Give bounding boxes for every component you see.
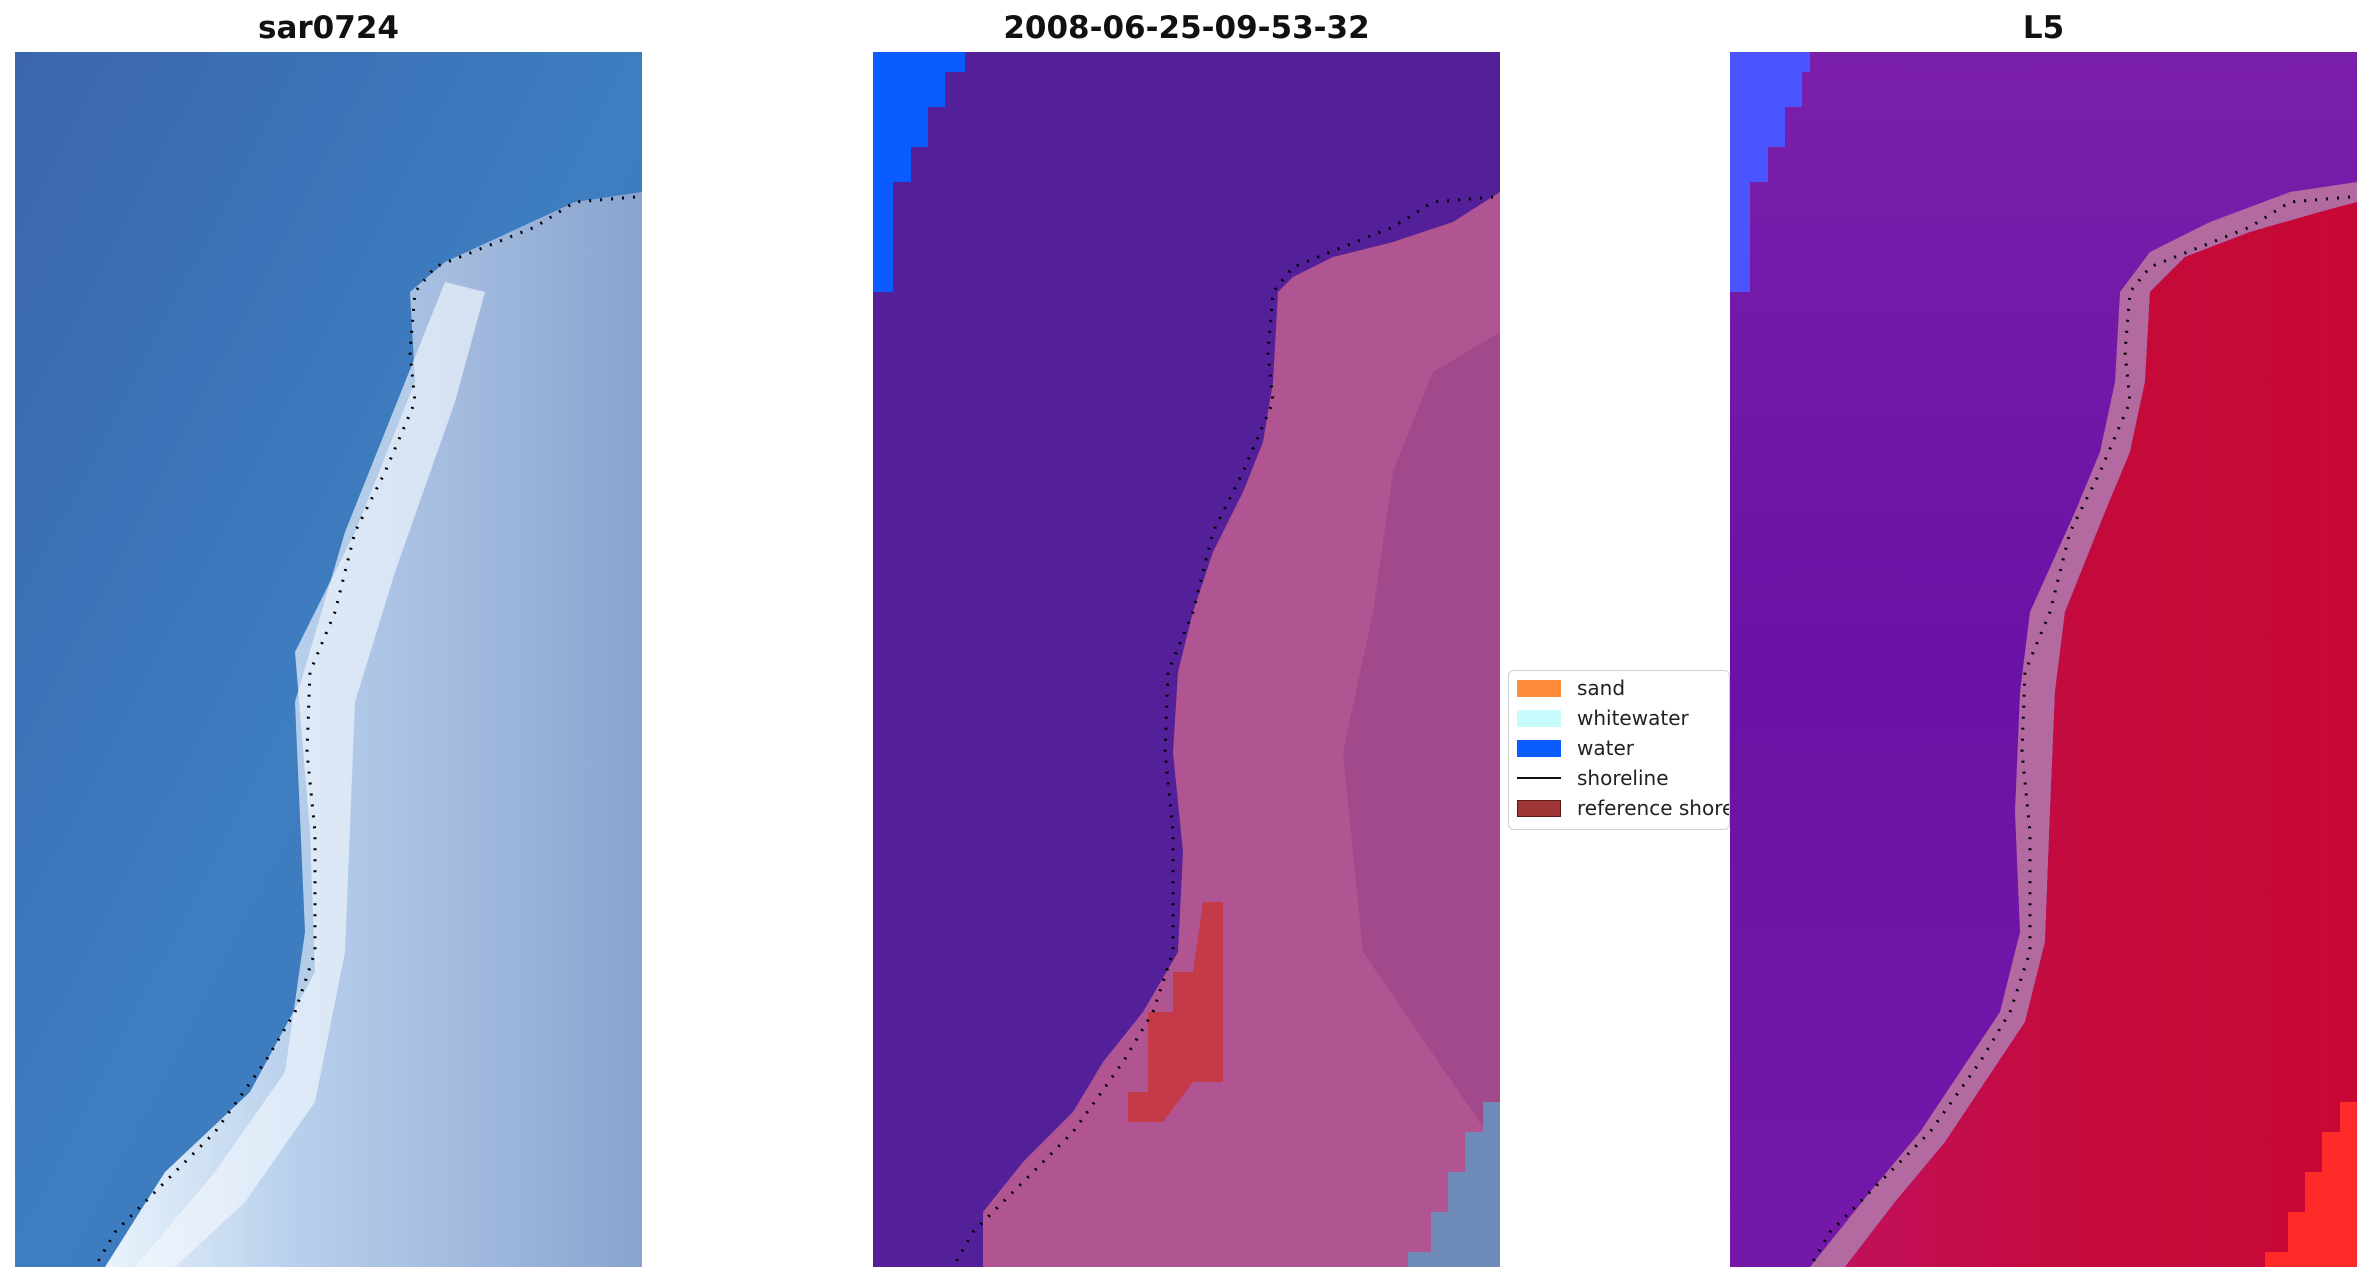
legend-label-whitewater: whitewater	[1577, 706, 1689, 730]
l5-red-corner	[2265, 1102, 2357, 1267]
panel-title-classified: 2008-06-25-09-53-32	[1003, 10, 1370, 46]
panel-title-l5: L5	[2022, 10, 2065, 46]
classified-water-corner	[1408, 1102, 1500, 1267]
legend-swatch-reference-shoreline	[1517, 799, 1561, 817]
sar-land-area	[105, 192, 642, 1267]
legend-label-sand: sand	[1577, 676, 1626, 700]
panel-title-sar: sar0724	[258, 10, 399, 46]
classified-land	[983, 192, 1500, 1267]
legend-item-shoreline: shoreline	[1517, 763, 1669, 793]
classified-water-blue	[873, 52, 965, 292]
legend-item-reference-shoreline: reference shoreline	[1517, 793, 1729, 823]
classified-land-shade	[1343, 332, 1500, 1152]
l5-land	[1845, 202, 2357, 1267]
classified-image-panel	[873, 52, 1500, 1267]
l5-shoreline	[1808, 195, 2351, 1267]
legend: sand whitewater water shoreline referenc…	[1508, 670, 1730, 830]
sar-whitewater-band	[135, 282, 485, 1267]
legend-swatch-sand	[1517, 679, 1561, 697]
classified-image	[873, 52, 1500, 1267]
legend-item-sand: sand	[1517, 673, 1625, 703]
l5-image-panel	[1730, 52, 2357, 1267]
reference-shoreline-patch	[1128, 902, 1223, 1122]
l5-image	[1730, 52, 2357, 1267]
classified-shoreline	[951, 195, 1494, 1267]
sar-image	[15, 52, 642, 1267]
legend-swatch-shoreline	[1517, 777, 1561, 779]
legend-label-reference-shoreline: reference shoreline	[1577, 796, 1729, 820]
legend-item-whitewater: whitewater	[1517, 703, 1689, 733]
sar-shoreline	[93, 195, 636, 1267]
legend-label-shoreline: shoreline	[1577, 766, 1669, 790]
legend-swatch-whitewater	[1517, 709, 1561, 727]
legend-item-water: water	[1517, 733, 1634, 763]
legend-label-water: water	[1577, 736, 1634, 760]
legend-swatch-water	[1517, 739, 1561, 757]
l5-blue-corner	[1730, 52, 1810, 292]
sar-image-panel	[15, 52, 642, 1267]
